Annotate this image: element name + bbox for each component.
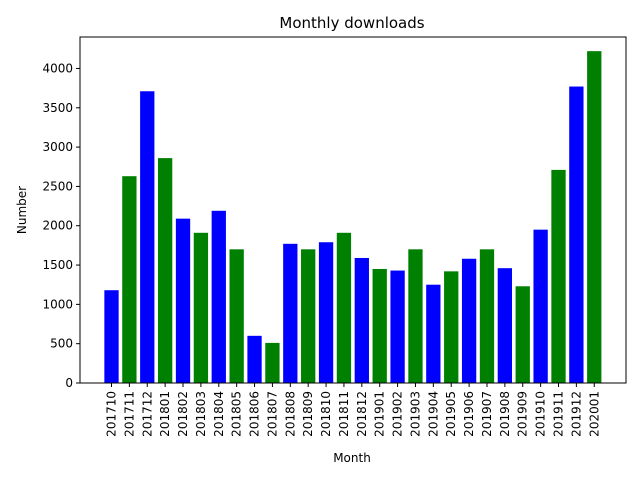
y-tick-label-1500: 1500 bbox=[42, 258, 73, 272]
x-tick-label-201908: 201908 bbox=[498, 391, 512, 437]
x-axis: 201710 201711 201712 201801 201802 201803 2018… bbox=[105, 383, 601, 437]
y-tick-label-3500: 3500 bbox=[42, 101, 73, 115]
bar-201710 bbox=[104, 290, 119, 383]
bar-201904 bbox=[426, 284, 441, 383]
bar-201811 bbox=[336, 232, 352, 383]
x-tick-label-201906: 201906 bbox=[462, 391, 476, 437]
bar-201806 bbox=[247, 335, 262, 383]
x-tick-label-201907: 201907 bbox=[480, 391, 494, 437]
x-tick-label-201712: 201712 bbox=[140, 391, 154, 437]
plot-frame bbox=[79, 36, 627, 384]
bar-201903 bbox=[408, 249, 423, 383]
x-tick-label-201804: 201804 bbox=[212, 391, 226, 437]
y-axis: 0 500 1000 1500 2000 2500 3000 3500 4000 bbox=[42, 61, 80, 390]
bar-201905 bbox=[444, 271, 459, 383]
y-tick-label-2500: 2500 bbox=[42, 179, 73, 193]
bar-201911 bbox=[551, 169, 566, 383]
y-tick-label-3000: 3000 bbox=[42, 140, 73, 154]
x-tick-label-202001: 202001 bbox=[587, 391, 601, 437]
bar-201902 bbox=[390, 270, 405, 383]
bar-201803 bbox=[193, 232, 209, 383]
bar-202001 bbox=[587, 51, 602, 384]
x-tick-label-201807: 201807 bbox=[265, 391, 279, 437]
bar-201810 bbox=[318, 242, 334, 383]
bar-201907 bbox=[479, 249, 495, 383]
bars bbox=[104, 51, 602, 384]
x-tick-label-201910: 201910 bbox=[534, 391, 548, 437]
bar-201807 bbox=[265, 342, 280, 383]
bar-201711 bbox=[122, 176, 137, 383]
bar-201906 bbox=[461, 258, 477, 383]
x-tick-label-201710: 201710 bbox=[105, 391, 119, 437]
bar-201910 bbox=[533, 229, 548, 383]
bar-201901 bbox=[372, 268, 387, 383]
x-tick-label-201901: 201901 bbox=[373, 391, 387, 437]
x-tick-label-201903: 201903 bbox=[408, 391, 422, 437]
x-tick-label-201801: 201801 bbox=[158, 391, 172, 437]
x-tick-label-201912: 201912 bbox=[569, 391, 583, 437]
bar-201908 bbox=[497, 268, 513, 383]
bar-201808 bbox=[283, 243, 298, 383]
bar-201712 bbox=[140, 91, 155, 383]
y-axis-label: Number bbox=[15, 186, 29, 234]
bar-201812 bbox=[354, 257, 369, 383]
bar-201805 bbox=[229, 249, 244, 383]
x-tick-label-201909: 201909 bbox=[516, 391, 530, 437]
x-axis-label: Month bbox=[333, 451, 371, 465]
bar-201804 bbox=[211, 210, 226, 383]
x-tick-label-201803: 201803 bbox=[194, 391, 208, 437]
x-tick-label-201902: 201902 bbox=[391, 391, 405, 437]
x-tick-label-201811: 201811 bbox=[337, 391, 351, 437]
x-tick-label-201911: 201911 bbox=[552, 391, 566, 437]
y-tick-label-500: 500 bbox=[50, 337, 73, 351]
y-tick-label-1000: 1000 bbox=[42, 297, 73, 311]
x-tick-label-201808: 201808 bbox=[283, 391, 297, 437]
bar-201909 bbox=[515, 286, 530, 383]
x-tick-label-201905: 201905 bbox=[444, 391, 458, 437]
bar-201801 bbox=[157, 158, 173, 383]
x-tick-label-201806: 201806 bbox=[248, 391, 262, 437]
x-tick-label-201810: 201810 bbox=[319, 391, 333, 437]
x-tick-label-201805: 201805 bbox=[230, 391, 244, 437]
x-tick-label-201809: 201809 bbox=[301, 391, 315, 437]
y-tick-label-2000: 2000 bbox=[42, 219, 73, 233]
chart-title: Monthly downloads bbox=[279, 14, 424, 32]
bar-201809 bbox=[301, 249, 316, 383]
x-tick-label-201904: 201904 bbox=[426, 391, 440, 437]
bar-201802 bbox=[175, 218, 191, 383]
x-tick-label-201711: 201711 bbox=[122, 391, 136, 437]
y-tick-label-0: 0 bbox=[65, 376, 73, 390]
x-tick-label-201802: 201802 bbox=[176, 391, 190, 437]
bar-201912 bbox=[569, 86, 584, 383]
x-tick-label-201812: 201812 bbox=[355, 391, 369, 437]
y-tick-label-4000: 4000 bbox=[42, 61, 73, 75]
